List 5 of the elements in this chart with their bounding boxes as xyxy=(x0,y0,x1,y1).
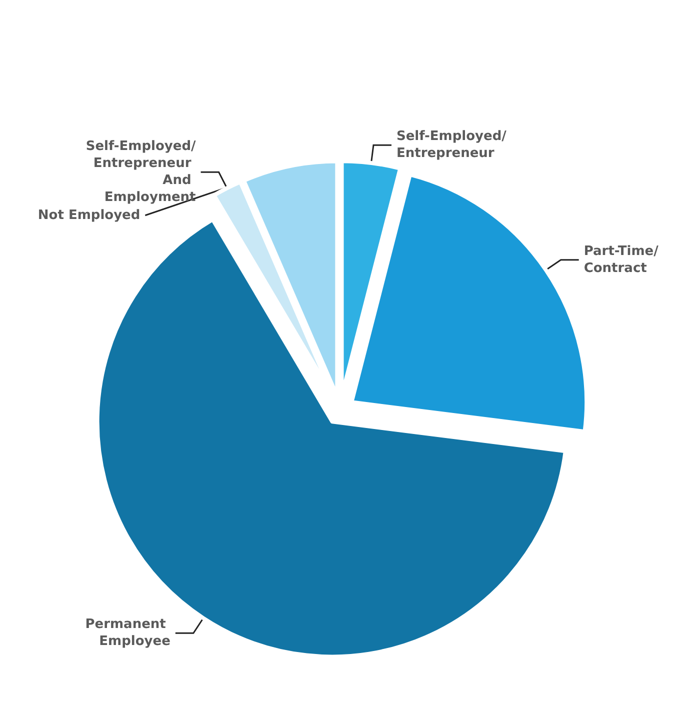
slice-label: Permanent Employee xyxy=(85,617,171,650)
slice-label: Part-Time/Contract xyxy=(584,244,659,276)
slice-label: Not Employed xyxy=(38,208,140,223)
slice-label: Self-Employed/Entrepreneur xyxy=(396,129,507,162)
slice-label: Self-Employed/Entrepreneur And Employment xyxy=(86,139,196,206)
